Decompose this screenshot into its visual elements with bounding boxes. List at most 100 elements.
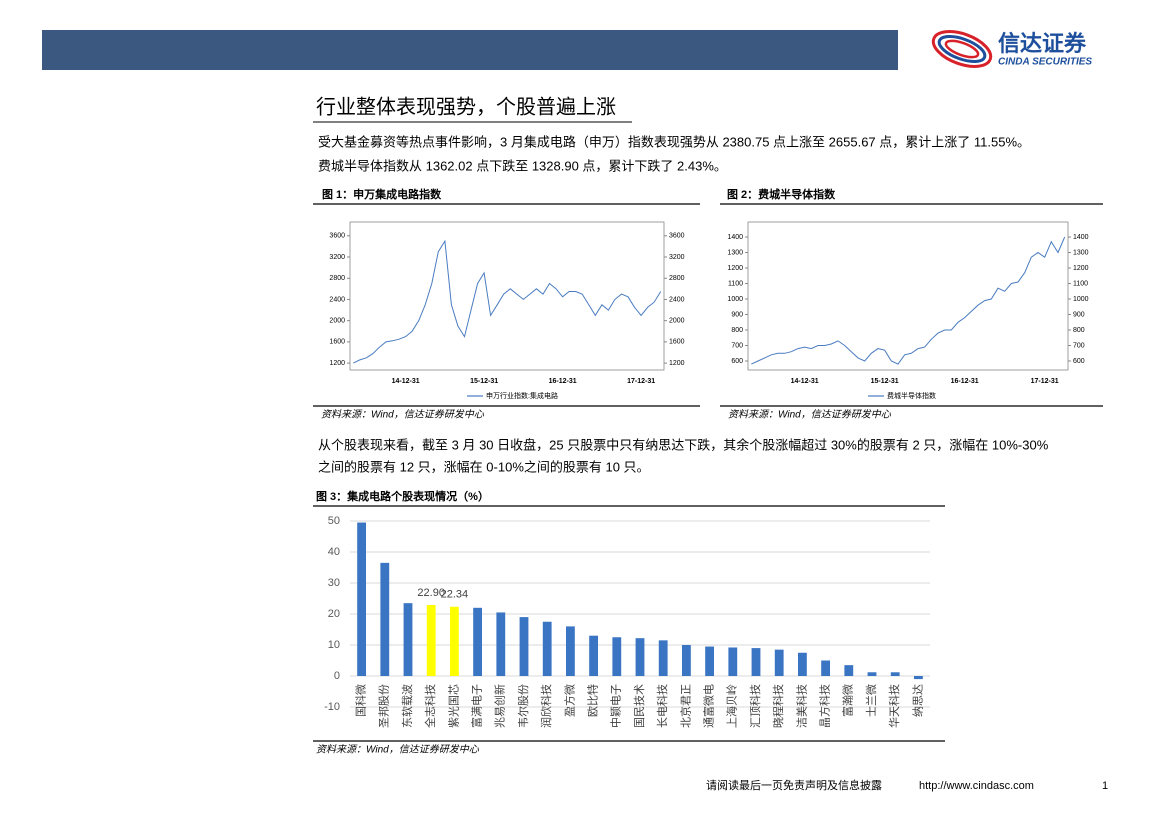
- y2-tick-label: 1300: [1073, 249, 1089, 256]
- x-tick-label: 16-12-31: [549, 378, 577, 385]
- paragraph-line: 之间的股票有 12 只，涨幅在 0-10%之间的股票有 10 只。: [318, 459, 650, 474]
- y2-tick-label: 3200: [669, 254, 685, 261]
- bar: [473, 607, 483, 676]
- value-label: 22.34: [441, 589, 469, 601]
- y-tick-label: 2000: [329, 318, 345, 325]
- x-tick-label: 晓程科技: [771, 684, 785, 728]
- y2-tick-label: 900: [1073, 311, 1085, 318]
- bar: [797, 652, 807, 676]
- source: 资料来源：Wind，信达证券研发中心: [316, 744, 480, 756]
- y2-tick-label: 2800: [669, 275, 685, 282]
- y-tick-label: 10: [328, 639, 340, 651]
- x-tick-label: 汇顶科技: [748, 684, 762, 728]
- line-series: [751, 236, 1066, 365]
- bar: [705, 646, 715, 676]
- x-tick-label: 14-12-31: [791, 378, 819, 385]
- y-tick-label: 3200: [329, 254, 345, 261]
- bar: [565, 626, 575, 676]
- y-tick-label: 0: [334, 670, 340, 682]
- y2-tick-label: 2000: [669, 318, 685, 325]
- y-tick-label: 3600: [329, 233, 345, 240]
- y-tick-label: 30: [328, 577, 340, 589]
- footer-disclaimer: 请阅读最后一页免责声明及信息披露: [706, 778, 882, 792]
- x-tick-label: 全志科技: [423, 684, 437, 728]
- x-tick-label: 纳思达: [911, 684, 924, 717]
- y-tick-label: 2400: [329, 296, 345, 303]
- y-tick-label: 900: [731, 311, 743, 318]
- x-tick-label: 17-12-31: [1031, 378, 1059, 385]
- bar: [913, 676, 923, 680]
- x-tick-label: 长电科技: [655, 684, 669, 728]
- y2-tick-label: 1600: [669, 339, 685, 346]
- bar: [519, 617, 529, 676]
- bar: [658, 640, 668, 676]
- x-tick-label: 富瀚微: [841, 684, 855, 717]
- x-tick-label: 欧比特: [586, 684, 600, 717]
- value-label: 22.90: [417, 587, 445, 599]
- y2-tick-label: 600: [1073, 358, 1085, 365]
- y-tick-label: 50: [328, 515, 340, 527]
- y-tick-label: 700: [731, 342, 743, 349]
- y-tick-label: -10: [324, 701, 340, 713]
- y-tick-label: 600: [731, 358, 743, 365]
- y2-tick-label: 1400: [1073, 234, 1089, 241]
- x-tick-label: 韦尔股份: [517, 684, 530, 728]
- x-tick-label: 15-12-31: [470, 378, 498, 385]
- bar: [449, 606, 459, 676]
- y-tick-label: 1300: [727, 249, 743, 256]
- x-tick-label: 东软载波: [400, 684, 414, 728]
- bar: [403, 603, 413, 676]
- x-tick-label: 中颖电子: [610, 684, 623, 728]
- section-title: 行业整体表现强势，个股普遍上涨: [316, 95, 616, 118]
- paragraph-line: 受大基金募资等热点事件影响，3 月集成电路（申万）指数表现强势从 2380.75…: [318, 134, 1030, 149]
- x-tick-label: 上海贝岭: [725, 684, 739, 728]
- bar: [612, 637, 622, 676]
- y-tick-label: 40: [328, 546, 340, 558]
- logo: [931, 30, 993, 68]
- y2-tick-label: 1100: [1073, 280, 1088, 287]
- x-tick-label: 国科微: [354, 684, 368, 717]
- bar: [542, 621, 552, 676]
- x-tick-label: 17-12-31: [627, 378, 655, 385]
- paragraph-line: 从个股表现来看，截至 3 月 30 日收盘，25 只股票中只有纳思达下跌，其余个…: [318, 437, 1049, 452]
- x-tick-label: 润欣科技: [539, 684, 553, 728]
- bar: [496, 612, 506, 676]
- x-tick-label: 圣邦股份: [378, 684, 391, 728]
- y-tick-label: 800: [731, 327, 743, 334]
- bar: [821, 660, 831, 676]
- bar: [890, 672, 900, 676]
- bar: [844, 665, 854, 676]
- bar: [589, 635, 599, 676]
- x-tick-label: 16-12-31: [951, 378, 979, 385]
- bar: [380, 562, 390, 676]
- bar: [635, 638, 645, 676]
- x-tick-label: 北京君正: [678, 684, 692, 728]
- x-tick-label: 国民技术: [633, 684, 646, 728]
- y-tick-label: 1200: [727, 265, 743, 272]
- source: 资料来源：Wind，信达证券研发中心: [321, 409, 485, 421]
- x-tick-label: 盈方微: [562, 684, 576, 717]
- x-tick-label: 通富微电: [702, 684, 716, 728]
- y-tick-label: 1200: [329, 360, 345, 367]
- legend-label: 费城半导体指数: [887, 391, 936, 400]
- bar: [867, 672, 877, 676]
- figure-title: 图 2：费城半导体指数: [727, 187, 836, 201]
- y2-tick-label: 2400: [669, 296, 685, 303]
- x-tick-label: 士兰微: [864, 684, 878, 717]
- y2-tick-label: 1000: [1073, 296, 1089, 303]
- x-tick-label: 15-12-31: [871, 378, 899, 385]
- bar: [774, 649, 784, 676]
- y-tick-label: 1000: [727, 296, 743, 303]
- y-tick-label: 20: [328, 608, 340, 620]
- bar: [728, 647, 738, 676]
- x-tick-label: 紫光国芯: [446, 684, 460, 728]
- x-tick-label: 晶方科技: [818, 684, 832, 728]
- bar: [681, 645, 691, 676]
- y-tick-label: 1400: [727, 234, 743, 241]
- x-tick-label: 14-12-31: [392, 378, 420, 385]
- y2-tick-label: 800: [1073, 327, 1085, 334]
- footer-url: http://www.cindasc.com: [919, 780, 1034, 792]
- y-tick-label: 2800: [329, 275, 345, 282]
- y2-tick-label: 700: [1073, 342, 1085, 349]
